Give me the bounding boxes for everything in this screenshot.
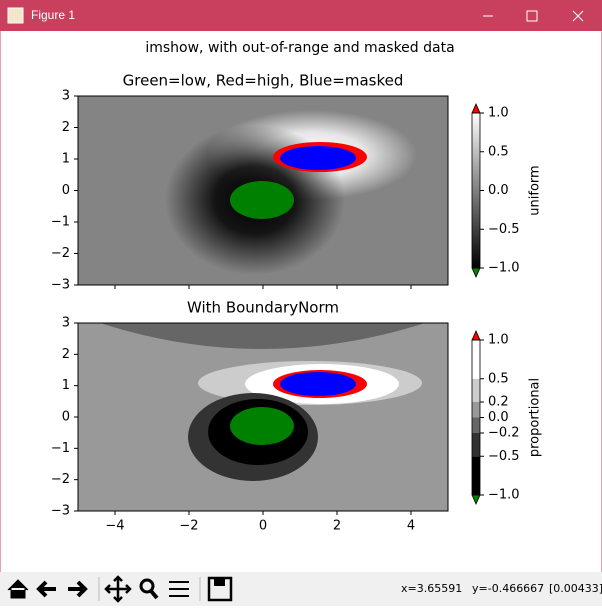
y-tick-label: 2 <box>62 347 70 362</box>
colorbar-tick-label: −0.5 <box>488 222 520 237</box>
y-tick-label: 0 <box>62 410 70 425</box>
x-tick-label: −2 <box>179 519 198 534</box>
colorbar-tick-label: 1.0 <box>488 333 509 348</box>
colorbar-band <box>472 340 480 379</box>
pan-button[interactable] <box>104 575 132 603</box>
y-tick-label: 0 <box>62 183 70 198</box>
y-tick-label: 1 <box>62 152 70 167</box>
colorbar-tick-label: −1.0 <box>488 488 520 503</box>
x-tick-label: 2 <box>333 519 341 534</box>
y-tick-label: 2 <box>62 120 70 135</box>
colorbar-tick-label: −0.5 <box>488 449 520 464</box>
y-tick-label: −2 <box>51 246 70 261</box>
colorbar-label: uniform <box>528 165 543 215</box>
colorbar-band <box>472 402 480 418</box>
colorbar-tick-label: −1.0 <box>488 261 520 276</box>
title-bar: Figure 1 <box>0 0 602 31</box>
colorbar-tick-label: −0.2 <box>488 426 520 441</box>
y-tick-label: 1 <box>62 378 70 393</box>
band-region <box>100 323 425 349</box>
image-1 <box>78 96 448 285</box>
status-y: y=-0.466667 <box>472 582 544 595</box>
image-2 <box>78 323 448 511</box>
maximize-button[interactable] <box>526 10 538 22</box>
colorbar-band <box>472 456 480 495</box>
masked-region <box>280 146 356 170</box>
colorbar-band <box>472 417 480 433</box>
close-button[interactable] <box>572 10 584 22</box>
colorbar-tick-label: 0.5 <box>488 144 509 159</box>
save-icon-part <box>214 578 225 586</box>
colorbar-tick-label: 0.0 <box>488 183 509 198</box>
figure-title: imshow, with out-of-range and masked dat… <box>145 40 454 56</box>
zoom-button[interactable] <box>139 578 155 594</box>
toolbar-bg <box>0 572 602 606</box>
under-region <box>230 181 294 219</box>
colorbar-tick-label: 0.2 <box>488 395 509 410</box>
y-tick-label: −3 <box>51 504 70 519</box>
under-region <box>230 407 294 445</box>
colorbar-gradient <box>472 113 480 268</box>
colorbar-tick-label: 0.0 <box>488 410 509 425</box>
configure-button[interactable] <box>169 581 189 597</box>
title-bar-bg <box>0 0 602 31</box>
home-button[interactable] <box>7 579 29 599</box>
y-tick-label: −1 <box>51 215 70 230</box>
axes-title: Green=low, Red=high, Blue=masked <box>123 72 404 90</box>
colorbar-tick-label: 0.5 <box>488 371 509 386</box>
x-tick-label: −4 <box>105 519 124 534</box>
colorbar-label: proportional <box>528 378 543 457</box>
x-tick-label: 4 <box>407 519 415 534</box>
zoom-handle <box>149 589 159 600</box>
y-tick-label: −2 <box>51 472 70 487</box>
colorbar-band <box>472 433 480 457</box>
forward-button[interactable] <box>68 580 88 598</box>
colorbar-tick-label: 1.0 <box>488 106 509 121</box>
status-value: [0.00433] <box>549 582 602 595</box>
axes-title: With BoundaryNorm <box>187 299 339 317</box>
status-x: x=3.65591 <box>401 582 462 595</box>
y-tick-label: 3 <box>62 89 70 104</box>
back-button[interactable] <box>36 580 56 598</box>
app-icon <box>7 7 24 24</box>
masked-region <box>280 372 356 396</box>
status: x=3.65591 y=-0.466667 [0.00433] <box>401 582 602 595</box>
window-title: Figure 1 <box>31 8 75 22</box>
y-tick-label: −3 <box>51 278 70 293</box>
colorbar-band <box>472 378 480 402</box>
y-tick-label: 3 <box>62 316 70 331</box>
toolbar: x=3.65591 y=-0.466667 [0.00433] <box>0 572 602 606</box>
y-tick-label: −1 <box>51 441 70 456</box>
x-tick-label: 0 <box>259 519 267 534</box>
